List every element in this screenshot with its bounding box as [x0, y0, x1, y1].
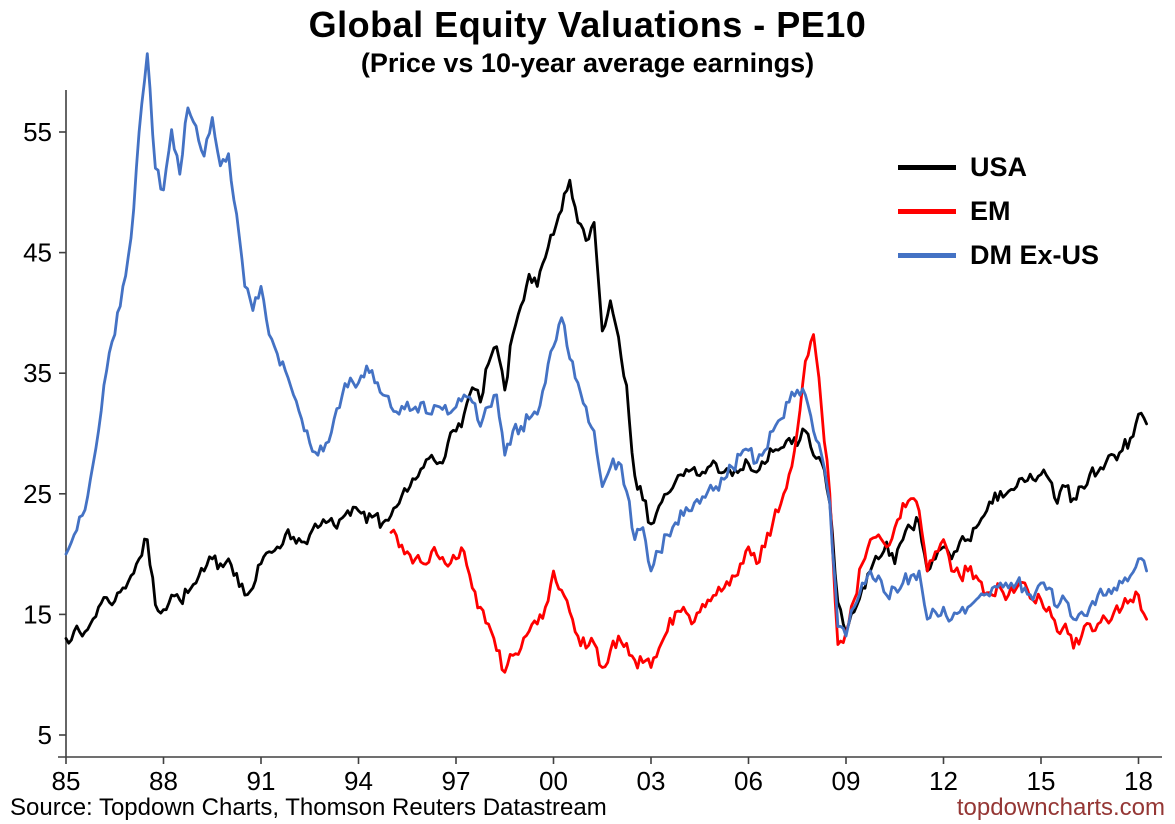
y-tick-label: 25 [23, 479, 52, 509]
legend-swatch [898, 209, 956, 214]
x-tick-label: 15 [1027, 766, 1056, 796]
legend-label-dm-ex-us: DM Ex-US [970, 240, 1100, 270]
legend-item-usa: USA [898, 152, 1099, 183]
series-line-dm-ex-us [64, 52, 1148, 638]
chart-footer: Source: Topdown Charts, Thomson Reuters … [0, 794, 1175, 822]
series-line-usa [64, 178, 1148, 645]
y-tick-label: 55 [23, 117, 52, 147]
x-tick-label: 85 [52, 766, 81, 796]
x-tick-label: 03 [637, 766, 666, 796]
x-tick-label: 91 [247, 766, 276, 796]
legend: USA EM DM Ex-US [898, 152, 1099, 271]
legend-item-dm-ex-us: DM Ex-US [898, 240, 1099, 271]
x-tick-label: 97 [442, 766, 471, 796]
chart-subtitle: (Price vs 10-year average earnings) [360, 48, 815, 78]
x-tick-label: 09 [832, 766, 861, 796]
legend-swatch [898, 165, 956, 170]
legend-label-usa: USA [970, 152, 1028, 182]
x-tick-label: 88 [149, 766, 178, 796]
x-tick-label: 06 [734, 766, 763, 796]
source-note: Source: Topdown Charts, Thomson Reuters … [10, 794, 607, 821]
y-tick-label: 35 [23, 358, 52, 388]
watermark: topdowncharts.com [956, 794, 1165, 821]
y-tick-label: 15 [23, 599, 52, 629]
legend-item-em: EM [898, 196, 1099, 227]
x-tick-label: 12 [929, 766, 958, 796]
chart-title: Global Equity Valuations - PE10 [308, 4, 867, 45]
y-tick-label: 45 [23, 238, 52, 268]
legend-swatch [898, 253, 956, 258]
y-tick-label: 5 [38, 720, 52, 750]
x-tick-label: 00 [539, 766, 568, 796]
legend-label-em: EM [970, 196, 1011, 226]
x-tick-label: 18 [1124, 766, 1153, 796]
x-tick-label: 94 [344, 766, 373, 796]
